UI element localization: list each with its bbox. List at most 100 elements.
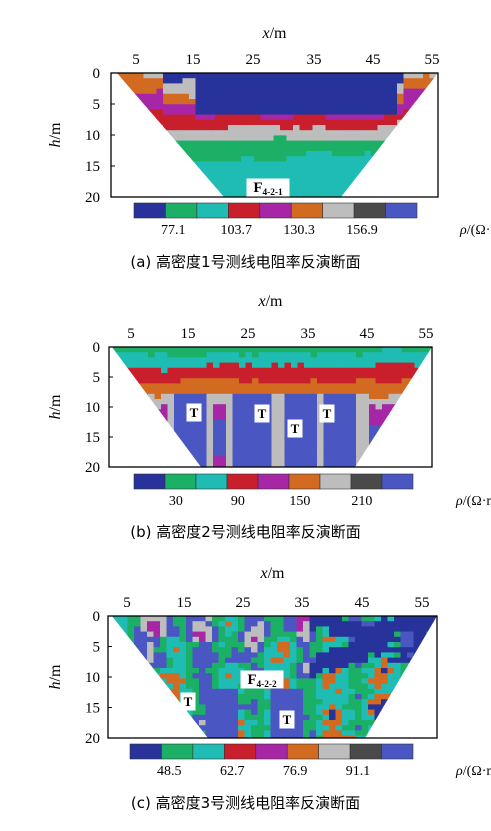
section-cell <box>316 694 324 700</box>
section-cell <box>161 352 169 358</box>
section-cell <box>173 714 181 721</box>
section-cell <box>247 135 255 142</box>
section-cell <box>130 166 138 173</box>
section-cell <box>408 352 416 358</box>
section-cell <box>174 352 182 358</box>
section-cell <box>150 151 158 157</box>
section-cell <box>296 735 304 738</box>
section-cell <box>420 694 428 700</box>
section-cell <box>381 699 389 705</box>
section-cell <box>343 404 351 410</box>
section-cell <box>213 383 221 390</box>
section-cell <box>182 83 190 90</box>
section-cell <box>338 114 346 121</box>
section-cell <box>297 362 305 369</box>
section-cell <box>322 735 330 738</box>
section-cell <box>278 393 286 400</box>
section-cell <box>332 119 340 126</box>
section-cell <box>286 93 294 100</box>
section-cell <box>397 140 405 147</box>
section-cell <box>410 166 418 173</box>
section-cell <box>416 104 424 110</box>
section-cell <box>221 182 229 188</box>
section-cell <box>332 73 340 79</box>
section-cell <box>148 357 156 364</box>
section-cell <box>180 425 188 431</box>
section-cell <box>202 73 210 79</box>
section-cell <box>423 151 431 157</box>
section-cell <box>388 399 396 405</box>
section-cell <box>264 735 272 738</box>
section-cell <box>192 642 200 648</box>
section-cell <box>226 425 234 431</box>
section-cell <box>232 383 240 390</box>
section-cell <box>368 636 376 643</box>
section-cell <box>400 709 408 716</box>
section-cell <box>173 647 181 653</box>
section-cell <box>390 177 398 183</box>
section-cell <box>423 182 431 188</box>
section-cell <box>176 177 184 183</box>
section-cell <box>221 125 229 131</box>
section-cell <box>137 119 145 126</box>
section-cell <box>369 456 377 462</box>
section-cell <box>241 151 249 157</box>
section-cell <box>377 73 385 79</box>
section-cell <box>408 367 416 374</box>
section-cell <box>423 125 431 131</box>
marker-label-b-bg <box>254 404 270 423</box>
section-cell <box>238 626 246 633</box>
section-cell <box>403 140 411 147</box>
section-cell <box>329 662 337 669</box>
section-cell <box>195 99 203 105</box>
section-cell <box>173 699 181 705</box>
section-cell <box>163 182 171 188</box>
section-cell <box>264 730 272 737</box>
section-cell <box>130 114 138 121</box>
section-cell <box>231 616 239 622</box>
section-cell <box>278 419 286 426</box>
section-cell <box>317 383 325 390</box>
section-cell <box>254 114 262 121</box>
section-cell <box>117 104 125 110</box>
section-cell <box>286 187 294 194</box>
section-cell <box>317 461 325 467</box>
section-cell <box>180 430 188 436</box>
section-cell <box>228 156 236 162</box>
section-cell <box>329 642 337 648</box>
section-cell <box>271 456 279 462</box>
section-cell <box>413 662 421 669</box>
section-cell <box>140 683 148 690</box>
section-cell <box>134 730 142 737</box>
section-cell <box>221 119 229 126</box>
section-cell <box>361 714 369 721</box>
section-cell <box>189 171 197 178</box>
section-cell <box>329 714 337 721</box>
section-cell <box>251 657 259 664</box>
section-cell <box>115 404 123 410</box>
section-cell <box>167 388 175 395</box>
section-cell <box>117 114 119 121</box>
section-cell <box>115 378 123 384</box>
section-cell <box>377 130 385 136</box>
section-cell <box>166 616 174 622</box>
section-cell <box>114 631 122 638</box>
section-cell <box>420 621 428 627</box>
section-cell <box>356 435 364 442</box>
section-cell <box>335 647 343 653</box>
section-cell <box>348 652 356 659</box>
section-cell <box>349 445 357 452</box>
section-cell <box>215 73 223 79</box>
section-cell <box>319 119 327 126</box>
section-cell <box>368 626 376 633</box>
section-cell <box>134 688 142 695</box>
section-cell <box>117 177 119 183</box>
section-cell <box>416 145 424 152</box>
section-cell <box>127 616 135 622</box>
section-cell <box>153 704 161 711</box>
section-cell <box>413 725 421 731</box>
section-cell <box>234 78 242 84</box>
section-cell <box>286 83 294 90</box>
section-cell <box>278 373 286 379</box>
section-cell <box>153 652 161 659</box>
